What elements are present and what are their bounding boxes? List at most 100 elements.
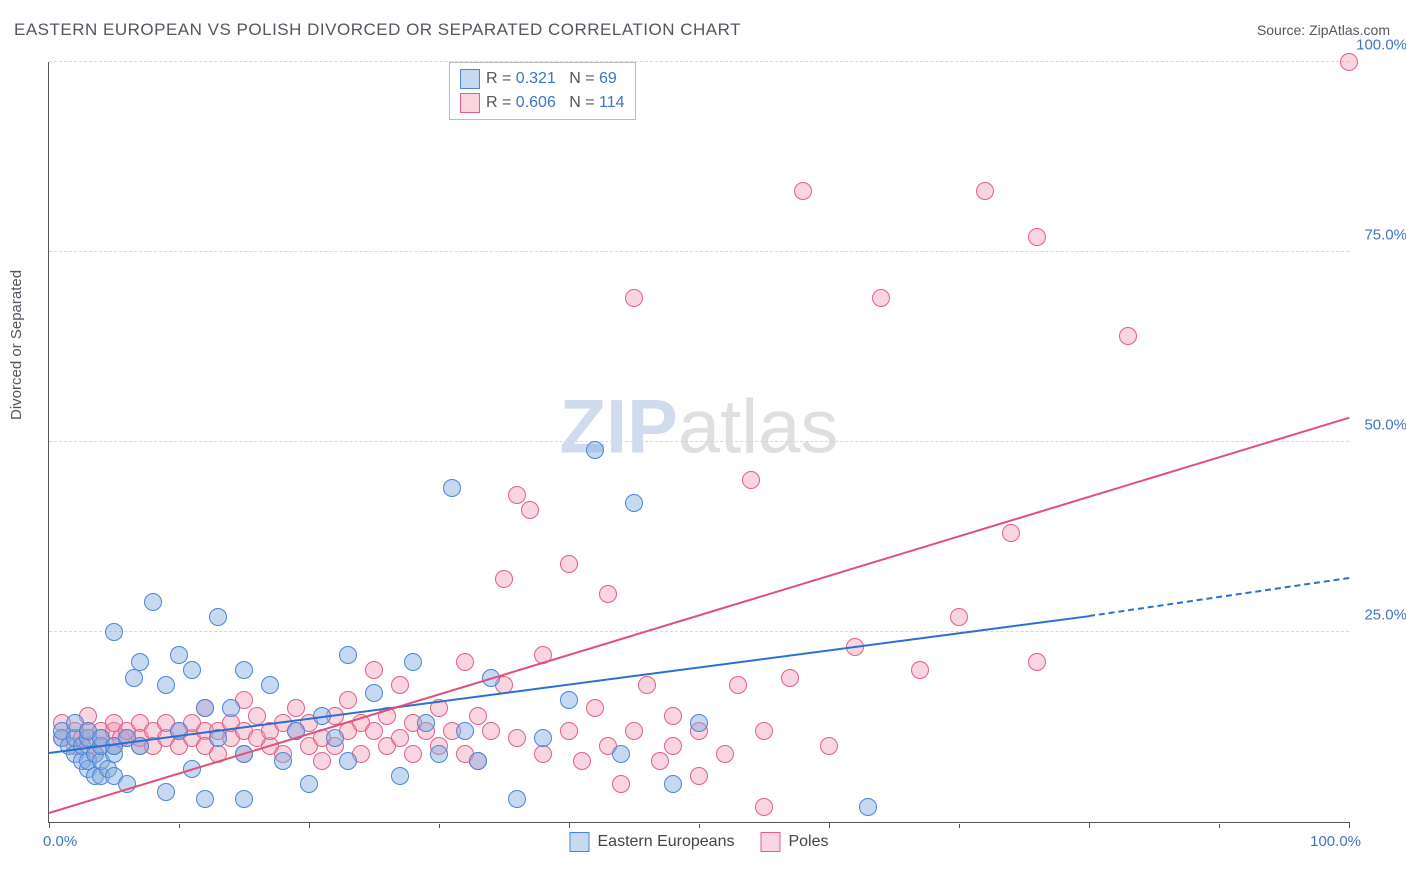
scatter-point-eastern-europeans: [105, 623, 123, 641]
scatter-point-poles: [638, 676, 656, 694]
x-tick: [959, 824, 960, 828]
y-axis-label: Divorced or Separated: [8, 270, 25, 420]
scatter-point-poles: [508, 729, 526, 747]
scatter-point-poles: [391, 729, 409, 747]
scatter-point-eastern-europeans: [404, 653, 422, 671]
scatter-point-eastern-europeans: [625, 494, 643, 512]
scatter-point-poles: [365, 661, 383, 679]
scatter-point-poles: [820, 737, 838, 755]
scatter-point-poles: [560, 555, 578, 573]
scatter-point-poles: [404, 745, 422, 763]
stats-row: R = 0.321 N = 69: [460, 67, 625, 91]
x-tick: [1089, 822, 1090, 828]
scatter-point-eastern-europeans: [430, 745, 448, 763]
scatter-point-poles: [287, 699, 305, 717]
scatter-point-poles: [872, 289, 890, 307]
stats-legend-box: R = 0.321 N = 69R = 0.606 N = 114: [449, 62, 636, 120]
x-tick: [829, 822, 830, 828]
scatter-point-poles: [976, 182, 994, 200]
legend-swatch: [460, 93, 480, 113]
scatter-point-eastern-europeans: [209, 608, 227, 626]
scatter-point-poles: [586, 699, 604, 717]
scatter-point-eastern-europeans: [690, 714, 708, 732]
scatter-point-poles: [781, 669, 799, 687]
scatter-point-eastern-europeans: [157, 783, 175, 801]
scatter-point-eastern-europeans: [222, 699, 240, 717]
stats-text: R = 0.321 N = 69: [486, 67, 617, 91]
x-tick: [699, 824, 700, 828]
scatter-point-poles: [508, 486, 526, 504]
legend-item: Eastern Europeans: [569, 832, 734, 852]
scatter-point-eastern-europeans: [469, 752, 487, 770]
x-tick: [49, 822, 50, 828]
trend-line-pink: [49, 417, 1350, 814]
scatter-point-poles: [612, 775, 630, 793]
x-tick-label-right: 100.0%: [1310, 833, 1361, 850]
scatter-point-poles: [313, 752, 331, 770]
grid-line: [49, 441, 1349, 442]
scatter-point-poles: [495, 570, 513, 588]
scatter-point-poles: [755, 798, 773, 816]
scatter-point-eastern-europeans: [196, 699, 214, 717]
watermark: ZIPatlas: [560, 383, 839, 470]
scatter-point-poles: [625, 722, 643, 740]
x-tick: [439, 824, 440, 828]
scatter-point-eastern-europeans: [131, 653, 149, 671]
scatter-point-poles: [651, 752, 669, 770]
y-tick-label: 50.0%: [1364, 417, 1406, 434]
scatter-point-eastern-europeans: [196, 790, 214, 808]
scatter-point-poles: [664, 737, 682, 755]
legend-swatch: [569, 832, 589, 852]
scatter-point-poles: [1340, 53, 1358, 71]
y-tick-label: 100.0%: [1356, 37, 1406, 54]
watermark-atlas: atlas: [678, 384, 839, 469]
scatter-point-eastern-europeans: [339, 752, 357, 770]
scatter-point-eastern-europeans: [170, 646, 188, 664]
x-tick: [1219, 824, 1220, 828]
scatter-point-poles: [339, 691, 357, 709]
scatter-point-poles: [911, 661, 929, 679]
scatter-point-poles: [599, 585, 617, 603]
scatter-point-eastern-europeans: [391, 767, 409, 785]
scatter-point-poles: [248, 707, 266, 725]
scatter-point-poles: [456, 653, 474, 671]
legend-item: Poles: [760, 832, 828, 852]
scatter-point-poles: [1119, 327, 1137, 345]
scatter-point-poles: [950, 608, 968, 626]
scatter-point-eastern-europeans: [157, 676, 175, 694]
legend-swatch: [460, 69, 480, 89]
stats-text: R = 0.606 N = 114: [486, 91, 625, 115]
scatter-point-poles: [664, 707, 682, 725]
x-tick: [179, 824, 180, 828]
scatter-point-poles: [365, 722, 383, 740]
scatter-point-eastern-europeans: [235, 661, 253, 679]
legend-swatch: [760, 832, 780, 852]
scatter-point-poles: [625, 289, 643, 307]
scatter-point-eastern-europeans: [859, 798, 877, 816]
scatter-point-poles: [1028, 228, 1046, 246]
scatter-point-eastern-europeans: [456, 722, 474, 740]
legend-label: Poles: [788, 833, 828, 851]
x-tick: [1349, 822, 1350, 828]
scatter-point-eastern-europeans: [586, 441, 604, 459]
x-tick: [569, 822, 570, 828]
y-tick-label: 75.0%: [1364, 227, 1406, 244]
bottom-legend: Eastern Europeans Poles: [569, 832, 828, 852]
scatter-point-poles: [755, 722, 773, 740]
scatter-point-eastern-europeans: [612, 745, 630, 763]
scatter-point-poles: [794, 182, 812, 200]
scatter-point-poles: [1002, 524, 1020, 542]
scatter-point-eastern-europeans: [508, 790, 526, 808]
scatter-point-eastern-europeans: [417, 714, 435, 732]
scatter-point-poles: [482, 722, 500, 740]
scatter-point-eastern-europeans: [560, 691, 578, 709]
scatter-point-eastern-europeans: [300, 775, 318, 793]
scatter-point-eastern-europeans: [534, 729, 552, 747]
scatter-point-eastern-europeans: [365, 684, 383, 702]
scatter-point-eastern-europeans: [443, 479, 461, 497]
grid-line: [49, 631, 1349, 632]
chart-title: EASTERN EUROPEAN VS POLISH DIVORCED OR S…: [14, 20, 741, 40]
x-tick: [309, 822, 310, 828]
y-tick-label: 25.0%: [1364, 607, 1406, 624]
legend-label: Eastern Europeans: [597, 833, 734, 851]
